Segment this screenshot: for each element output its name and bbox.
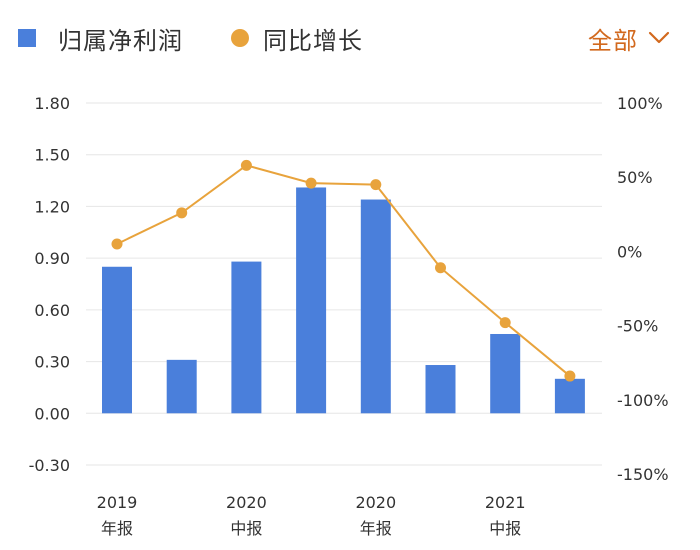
dot-swatch-icon (231, 29, 249, 47)
legend-label-yoy-growth: 同比增长 (263, 26, 363, 55)
right-tick-label: 100% (617, 94, 663, 113)
growth-line (116, 164, 571, 377)
period-filter-label: 全部 (588, 26, 638, 55)
bar (296, 187, 327, 414)
left-tick-label: 0.30 (34, 353, 70, 372)
growth-point (240, 159, 252, 171)
left-axis: 1.80 1.50 1.20 0.90 0.60 0.30 0.00 -0.30 (29, 94, 70, 475)
legend-label-net-profit: 归属净利润 (58, 26, 183, 55)
growth-point (111, 238, 123, 250)
right-tick-label: -150% (617, 465, 669, 484)
bar (490, 333, 521, 414)
growth-point (370, 179, 382, 191)
bar (231, 261, 262, 414)
right-tick-label: -50% (617, 317, 658, 336)
bar (360, 199, 391, 414)
bar-series (102, 187, 585, 414)
left-tick-label: -0.30 (29, 456, 70, 475)
left-tick-label: 1.20 (34, 197, 70, 216)
x-tick-year: 2020 (226, 493, 267, 512)
line-series (111, 159, 576, 382)
growth-point (499, 317, 511, 329)
period-filter-dropdown[interactable]: 全部 (588, 18, 670, 58)
x-tick-period: 年报 (101, 519, 133, 538)
x-tick-year: 2019 (97, 493, 138, 512)
legend-item-net-profit[interactable]: 归属净利润 (18, 21, 183, 56)
left-tick-label: 0.00 (34, 404, 70, 423)
right-axis: 100% 50% 0% -50% -100% -150% (617, 94, 669, 484)
growth-point (176, 207, 188, 219)
chevron-down-icon (648, 31, 670, 44)
left-tick-label: 0.60 (34, 301, 70, 320)
bar (102, 266, 132, 414)
x-tick-year: 2020 (355, 493, 396, 512)
right-tick-label: -100% (617, 391, 669, 410)
x-axis: 2019 年报 2020 中报 2020 年报 2021 中报 (97, 493, 526, 538)
legend: 归属净利润 同比增长 (18, 18, 411, 58)
legend-item-yoy-growth[interactable]: 同比增长 (231, 21, 363, 56)
bar-swatch-icon (18, 29, 36, 47)
bar (554, 378, 585, 414)
growth-point (564, 370, 576, 382)
bar (425, 365, 456, 414)
x-tick-year: 2021 (485, 493, 526, 512)
x-tick-period: 中报 (489, 519, 521, 538)
x-tick-period: 年报 (360, 519, 392, 538)
left-tick-label: 1.80 (34, 94, 70, 113)
right-tick-label: 0% (617, 242, 642, 261)
bar (166, 359, 197, 414)
grid-lines (86, 102, 602, 466)
left-tick-label: 0.90 (34, 249, 70, 268)
growth-point (435, 262, 446, 274)
growth-point (305, 177, 317, 189)
x-tick-period: 中报 (230, 519, 262, 538)
left-tick-label: 1.50 (34, 146, 70, 165)
right-tick-label: 50% (617, 168, 653, 187)
